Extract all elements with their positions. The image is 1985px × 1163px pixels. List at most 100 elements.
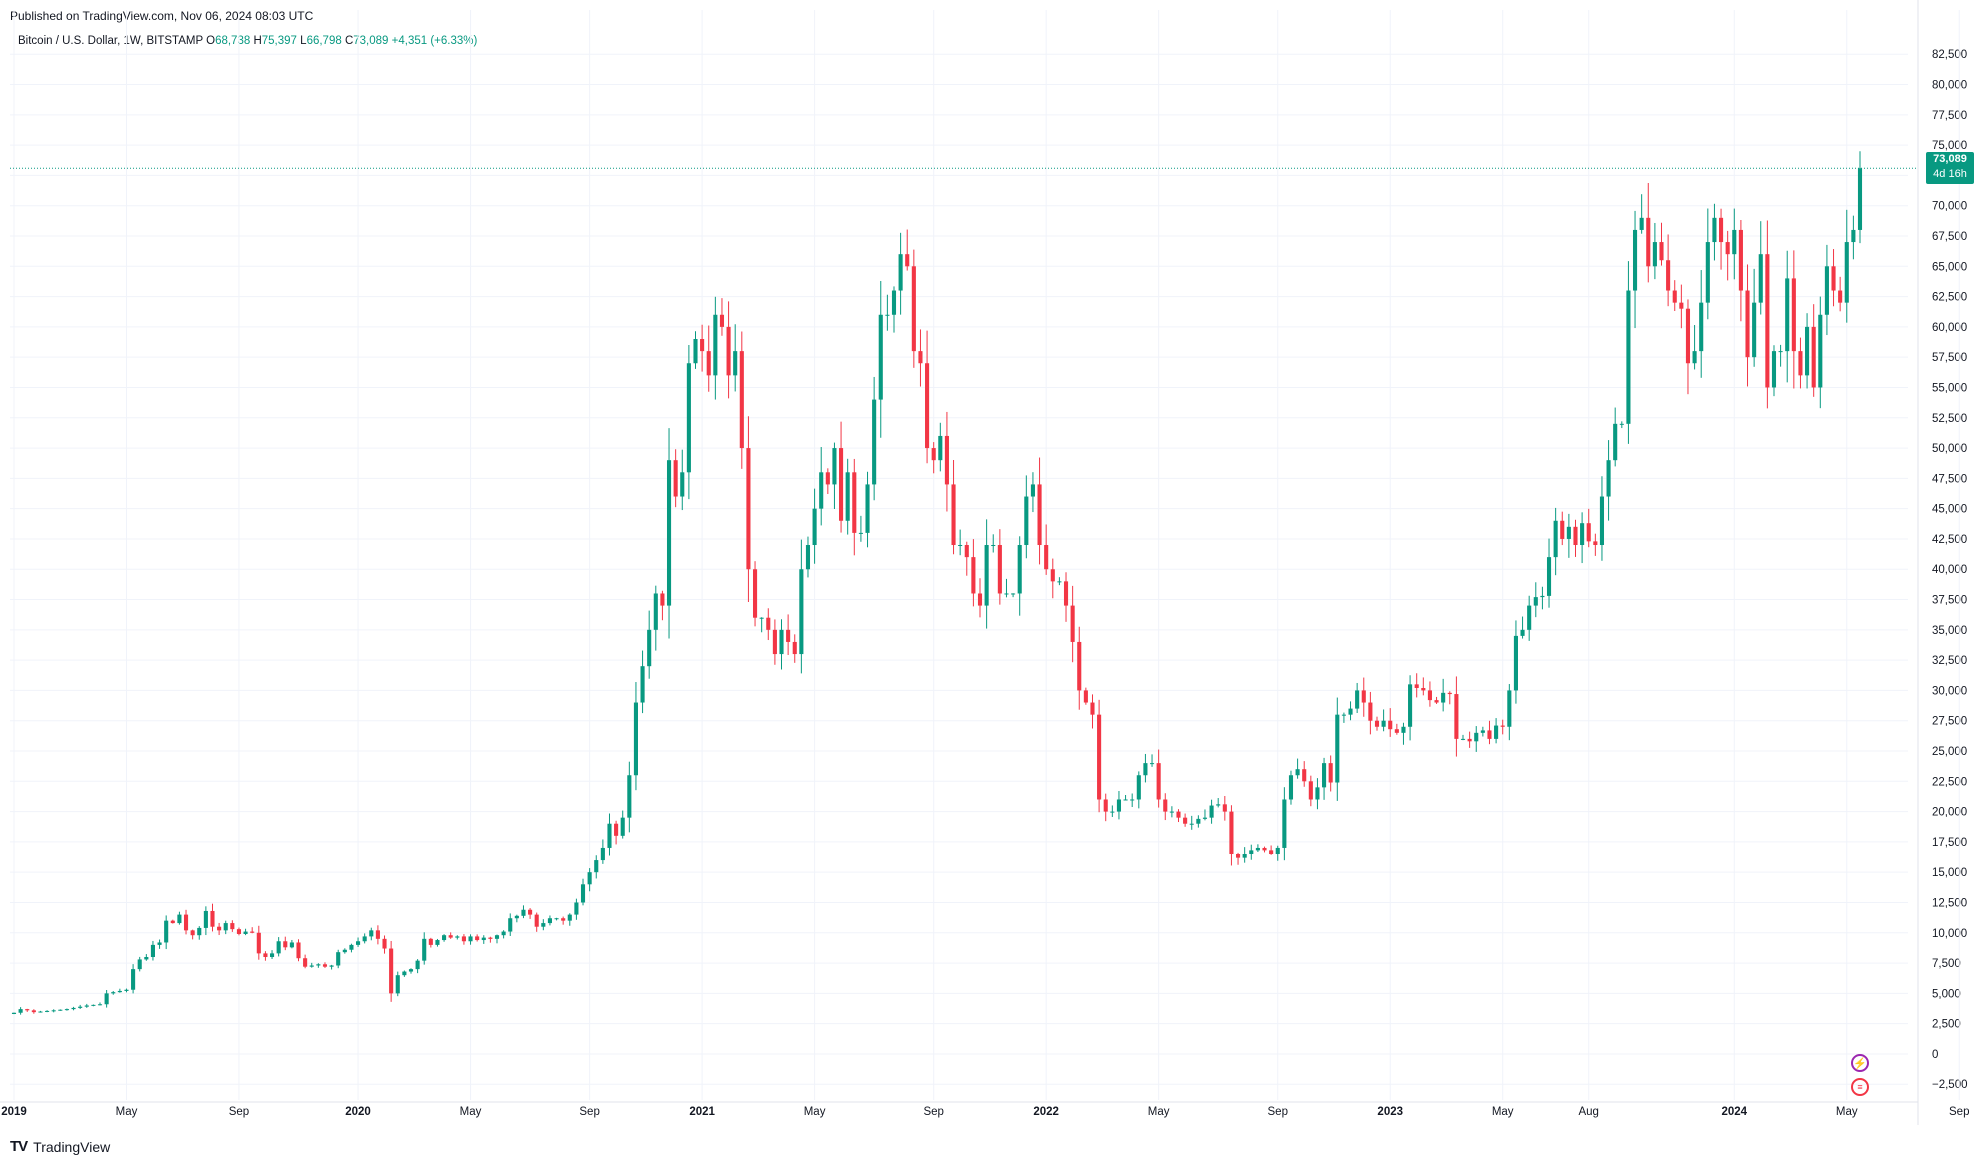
symbol-legend: Bitcoin / U.S. Dollar, 1W, BITSTAMP O68,… xyxy=(18,35,477,47)
candle-body xyxy=(1666,260,1671,291)
x-tick-label: May xyxy=(804,1106,826,1118)
candle-body xyxy=(633,702,639,776)
candle-body xyxy=(1196,818,1201,824)
candle-body xyxy=(944,435,949,485)
candle-body xyxy=(303,958,308,967)
candle-body xyxy=(898,254,903,291)
published-header: Published on TradingView.com, Nov 06, 20… xyxy=(10,9,314,23)
candle-body xyxy=(1560,520,1565,539)
candle-body xyxy=(230,923,235,930)
candle-body xyxy=(448,935,453,938)
candle-body xyxy=(1024,496,1029,546)
candle-body xyxy=(554,918,559,920)
candle-body xyxy=(389,948,394,994)
candle-body xyxy=(1063,581,1069,606)
candle-body xyxy=(1189,823,1194,825)
candle-body xyxy=(1467,738,1472,742)
candle-body xyxy=(1328,763,1333,783)
candle-body xyxy=(177,914,182,924)
candle-body xyxy=(1513,635,1518,691)
candle-body xyxy=(700,339,705,352)
x-tick-label: 2024 xyxy=(1721,1106,1747,1118)
candle-body xyxy=(1626,290,1631,424)
candle-body xyxy=(1269,850,1274,855)
candle-body xyxy=(931,448,936,461)
candle-body xyxy=(786,629,791,642)
candle-body xyxy=(422,938,427,961)
candle-body xyxy=(1070,605,1075,642)
y-tick-label: 52,500 xyxy=(1932,413,1967,425)
y-tick-label: 20,000 xyxy=(1932,807,1967,819)
us-flag-icon[interactable]: ≡ xyxy=(1851,1078,1869,1096)
candle-body xyxy=(1692,351,1697,364)
candle-body xyxy=(733,351,738,376)
candle-body xyxy=(680,472,685,497)
candle-body xyxy=(11,1012,17,1014)
tradingview-logo-icon: TV xyxy=(10,1138,28,1155)
candle-body xyxy=(660,593,665,606)
candle-body xyxy=(131,969,136,990)
candle-body xyxy=(1149,763,1155,765)
candle-body xyxy=(276,941,281,954)
x-tick-label: Sep xyxy=(579,1106,599,1118)
candle-body xyxy=(951,484,956,546)
y-tick-label: −2,500 xyxy=(1932,1079,1968,1091)
candle-body xyxy=(488,937,493,939)
candle-body xyxy=(1765,254,1770,388)
candle-body xyxy=(686,363,691,473)
candle-body xyxy=(296,942,301,959)
candle-body xyxy=(891,290,897,315)
candle-body xyxy=(31,1010,36,1013)
candle-body xyxy=(111,992,116,994)
candle-body xyxy=(97,1004,103,1006)
candle-body xyxy=(1752,302,1757,358)
candle-body xyxy=(1454,694,1459,739)
high-value: 75,397 xyxy=(261,35,297,47)
candle-body xyxy=(144,957,149,960)
candle-body xyxy=(157,942,162,945)
x-tick-label: 2020 xyxy=(345,1106,371,1118)
low-value: 66,798 xyxy=(306,35,342,47)
candle-body xyxy=(1732,229,1737,255)
y-tick-label: 12,500 xyxy=(1932,897,1967,909)
candle-body xyxy=(1546,557,1552,596)
candle-body xyxy=(1540,595,1545,598)
candle-body xyxy=(435,940,440,945)
candle-body xyxy=(739,351,744,449)
candle-body xyxy=(1659,242,1664,261)
candle-body xyxy=(1593,541,1598,546)
candle-body xyxy=(858,532,863,534)
candle-body xyxy=(1050,569,1055,582)
candle-body xyxy=(865,484,870,533)
candle-body xyxy=(1374,720,1380,727)
candle-body xyxy=(1242,854,1247,858)
candle-body xyxy=(812,508,817,546)
candle-body xyxy=(719,314,725,327)
candle-body xyxy=(1394,729,1399,733)
candle-body xyxy=(1586,523,1591,542)
y-tick-label: 37,500 xyxy=(1932,595,1967,607)
candle-body xyxy=(574,902,579,915)
candle-body xyxy=(1527,605,1532,630)
candle-body xyxy=(647,629,652,667)
candle-body xyxy=(71,1007,76,1010)
candle-body xyxy=(322,964,328,967)
candle-body xyxy=(528,909,533,915)
candle-body xyxy=(1851,229,1856,243)
candle-body xyxy=(51,1010,56,1012)
candle-body xyxy=(1401,726,1406,733)
candle-body xyxy=(1057,581,1062,583)
candle-body xyxy=(964,545,969,558)
candle-body xyxy=(250,931,255,933)
candle-body xyxy=(779,629,784,655)
candle-body xyxy=(1183,817,1188,824)
x-tick-label: 2021 xyxy=(689,1106,715,1118)
high-label: H xyxy=(253,35,262,47)
current-price: 73,089 xyxy=(1933,153,1967,165)
candle-body xyxy=(1083,690,1088,703)
flash-icon[interactable]: ⚡ xyxy=(1851,1054,1869,1072)
tradingview-logo[interactable]: TV TradingView xyxy=(10,1138,110,1155)
x-tick-label: 2019 xyxy=(1,1106,27,1118)
candle-body xyxy=(1302,769,1307,782)
